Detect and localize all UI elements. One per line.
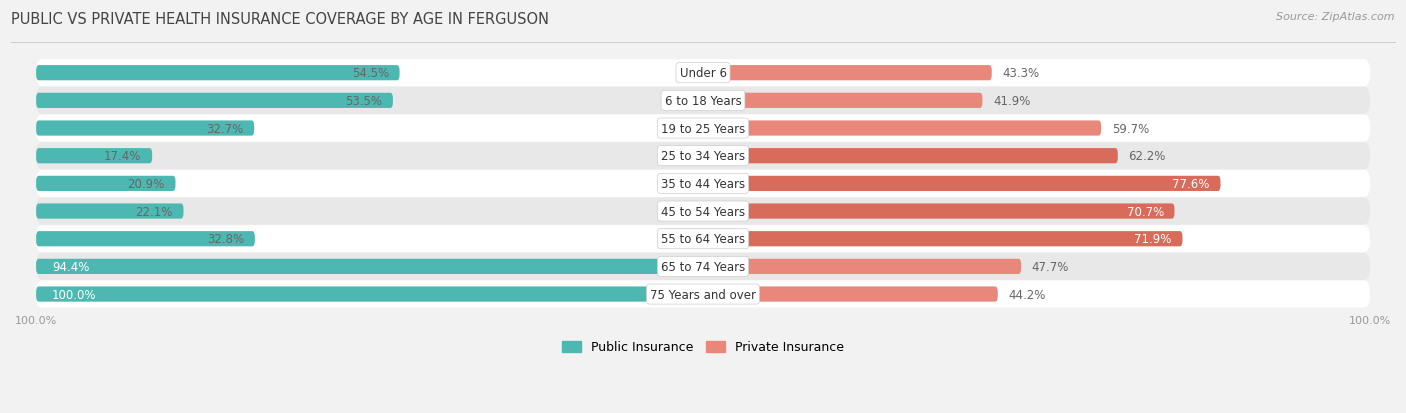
Text: 71.9%: 71.9% — [1135, 233, 1171, 246]
Legend: Public Insurance, Private Insurance: Public Insurance, Private Insurance — [557, 336, 849, 358]
FancyBboxPatch shape — [703, 66, 991, 81]
Text: 94.4%: 94.4% — [52, 260, 90, 273]
Text: 35 to 44 Years: 35 to 44 Years — [661, 178, 745, 190]
FancyBboxPatch shape — [37, 198, 1369, 225]
Text: 6 to 18 Years: 6 to 18 Years — [665, 95, 741, 108]
Text: 43.3%: 43.3% — [1002, 67, 1039, 80]
FancyBboxPatch shape — [703, 149, 1118, 164]
Text: 75 Years and over: 75 Years and over — [650, 288, 756, 301]
FancyBboxPatch shape — [703, 259, 1021, 274]
Text: 44.2%: 44.2% — [1008, 288, 1046, 301]
FancyBboxPatch shape — [37, 66, 399, 81]
FancyBboxPatch shape — [37, 60, 1369, 87]
Text: 47.7%: 47.7% — [1032, 260, 1069, 273]
Text: 70.7%: 70.7% — [1126, 205, 1164, 218]
FancyBboxPatch shape — [37, 93, 392, 109]
Text: Source: ZipAtlas.com: Source: ZipAtlas.com — [1277, 12, 1395, 22]
Text: 45 to 54 Years: 45 to 54 Years — [661, 205, 745, 218]
Text: 59.7%: 59.7% — [1112, 122, 1149, 135]
FancyBboxPatch shape — [703, 121, 1101, 136]
FancyBboxPatch shape — [703, 232, 1182, 247]
Text: 62.2%: 62.2% — [1129, 150, 1166, 163]
FancyBboxPatch shape — [37, 176, 176, 192]
FancyBboxPatch shape — [37, 115, 1369, 142]
FancyBboxPatch shape — [37, 259, 665, 274]
FancyBboxPatch shape — [37, 232, 254, 247]
Text: 41.9%: 41.9% — [993, 95, 1031, 108]
FancyBboxPatch shape — [37, 225, 1369, 253]
Text: 32.8%: 32.8% — [207, 233, 245, 246]
FancyBboxPatch shape — [703, 93, 983, 109]
FancyBboxPatch shape — [37, 143, 1369, 170]
Text: 17.4%: 17.4% — [104, 150, 142, 163]
Text: 20.9%: 20.9% — [128, 178, 165, 190]
Text: PUBLIC VS PRIVATE HEALTH INSURANCE COVERAGE BY AGE IN FERGUSON: PUBLIC VS PRIVATE HEALTH INSURANCE COVER… — [11, 12, 550, 27]
Text: 55 to 64 Years: 55 to 64 Years — [661, 233, 745, 246]
FancyBboxPatch shape — [37, 149, 152, 164]
FancyBboxPatch shape — [37, 253, 1369, 280]
Text: 53.5%: 53.5% — [346, 95, 382, 108]
FancyBboxPatch shape — [37, 88, 1369, 115]
FancyBboxPatch shape — [37, 281, 1369, 308]
Text: 32.7%: 32.7% — [207, 122, 243, 135]
FancyBboxPatch shape — [703, 287, 998, 302]
Text: 22.1%: 22.1% — [135, 205, 173, 218]
Text: 54.5%: 54.5% — [352, 67, 389, 80]
FancyBboxPatch shape — [703, 176, 1220, 192]
FancyBboxPatch shape — [37, 204, 184, 219]
FancyBboxPatch shape — [37, 171, 1369, 197]
FancyBboxPatch shape — [37, 287, 703, 302]
Text: Under 6: Under 6 — [679, 67, 727, 80]
Text: 77.6%: 77.6% — [1173, 178, 1209, 190]
Text: 25 to 34 Years: 25 to 34 Years — [661, 150, 745, 163]
Text: 65 to 74 Years: 65 to 74 Years — [661, 260, 745, 273]
Text: 100.0%: 100.0% — [52, 288, 97, 301]
Text: 19 to 25 Years: 19 to 25 Years — [661, 122, 745, 135]
FancyBboxPatch shape — [703, 204, 1174, 219]
FancyBboxPatch shape — [37, 121, 254, 136]
